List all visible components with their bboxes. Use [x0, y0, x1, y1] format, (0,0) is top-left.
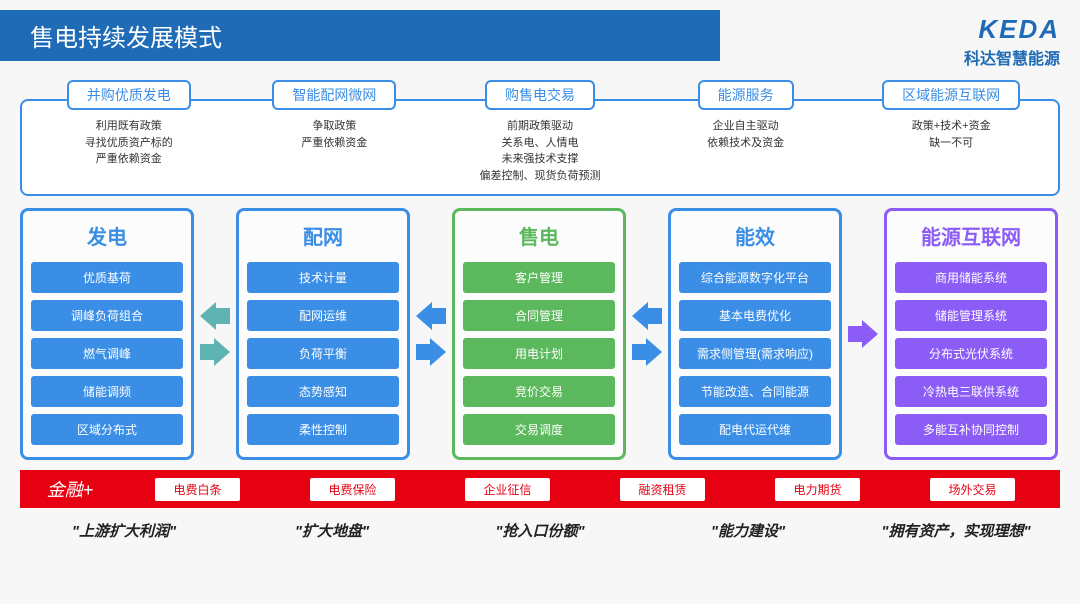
top-cell-1: 智能配网微网争取政策严重依赖资金 — [232, 107, 438, 184]
column-item: 优质基荷 — [31, 262, 183, 293]
header: 售电持续发展模式 KEDA 科达智慧能源 — [0, 0, 1080, 69]
column-item: 配网运维 — [247, 300, 399, 331]
page-title: 售电持续发展模式 — [0, 10, 720, 61]
column-3: 能效综合能源数字化平台基本电费优化需求侧管理(需求响应) 节能改造、合同能源配电代… — [668, 208, 842, 460]
column-item: 商用储能系统 — [895, 262, 1047, 293]
column-item: 柔性控制 — [247, 414, 399, 445]
column-2: 售电客户管理合同管理用电计划竞价交易交易调度 — [452, 208, 626, 460]
column-item: 交易调度 — [463, 414, 615, 445]
finance-item: 场外交易 — [929, 477, 1015, 502]
top-cell-desc: 政策+技术+资金缺一不可 — [854, 118, 1048, 151]
top-cell-desc: 利用既有政策寻找优质资产标的严重依赖资金 — [32, 118, 226, 168]
top-cell-4: 区域能源互联网政策+技术+资金缺一不可 — [848, 107, 1054, 184]
column-item: 技术计量 — [247, 262, 399, 293]
arrow-right-icon — [416, 338, 446, 366]
column-item: 基本电费优化 — [679, 300, 831, 331]
column-item: 储能管理系统 — [895, 300, 1047, 331]
column-4: 能源互联网商用储能系统储能管理系统分布式光伏系统冷热电三联供系统多能互补协同控制 — [884, 208, 1058, 460]
arrow-gap-2 — [626, 208, 668, 460]
column-item: 分布式光伏系统 — [895, 338, 1047, 369]
finance-item: 企业征信 — [464, 477, 550, 502]
logo: KEDA 科达智慧能源 — [964, 10, 1060, 69]
column-title: 配网 — [247, 219, 399, 252]
column-item: 冷热电三联供系统 — [895, 376, 1047, 407]
main-columns-row: 发电优质基荷调峰负荷组合燃气调峰储能调频区域分布式配网技术计量配网运维负荷平衡态… — [20, 208, 1060, 460]
arrow-left-icon — [416, 302, 446, 330]
logo-sub: 科达智慧能源 — [964, 45, 1060, 69]
finance-label: 金融+ — [30, 476, 110, 502]
top-cell-desc: 争取政策严重依赖资金 — [238, 118, 432, 151]
column-1: 配网技术计量配网运维负荷平衡态势感知柔性控制 — [236, 208, 410, 460]
column-item: 调峰负荷组合 — [31, 300, 183, 331]
top-cell-desc: 前期政策驱动关系电、人情电未来强技术支撑偏差控制、现货负荷预测 — [443, 118, 637, 184]
finance-item: 电力期货 — [774, 477, 860, 502]
bottom-quote: "上游扩大利润" — [20, 520, 228, 541]
finance-item: 电费保险 — [309, 477, 395, 502]
finance-bar: 金融+ 电费白条 电费保险 企业征信 融资租赁 电力期货 场外交易 — [20, 470, 1060, 508]
top-cell-3: 能源服务企业自主驱动依赖技术及资金 — [643, 107, 849, 184]
bottom-quote: "拥有资产，实现理想" — [852, 520, 1060, 541]
top-cell-title: 购售电交易 — [485, 80, 595, 110]
column-item: 需求侧管理(需求响应) — [679, 338, 831, 369]
finance-items: 电费白条 电费保险 企业征信 融资租赁 电力期货 场外交易 — [120, 477, 1050, 502]
column-item: 节能改造、合同能源 — [679, 376, 831, 407]
top-cell-0: 并购优质发电利用既有政策寻找优质资产标的严重依赖资金 — [26, 107, 232, 184]
column-title: 售电 — [463, 219, 615, 252]
arrow-right-icon — [632, 338, 662, 366]
bottom-quote: "扩大地盘" — [228, 520, 436, 541]
column-item: 综合能源数字化平台 — [679, 262, 831, 293]
bottom-quote: "抢入口份额" — [436, 520, 644, 541]
column-item: 态势感知 — [247, 376, 399, 407]
top-cell-title: 能源服务 — [698, 80, 794, 110]
bottom-quotes-row: "上游扩大利润""扩大地盘""抢入口份额""能力建设""拥有资产，实现理想" — [20, 520, 1060, 541]
column-0: 发电优质基荷调峰负荷组合燃气调峰储能调频区域分布式 — [20, 208, 194, 460]
column-title: 能效 — [679, 219, 831, 252]
column-item: 储能调频 — [31, 376, 183, 407]
column-item: 竞价交易 — [463, 376, 615, 407]
column-item: 多能互补协同控制 — [895, 414, 1047, 445]
column-item: 区域分布式 — [31, 414, 183, 445]
finance-item: 电费白条 — [154, 477, 240, 502]
finance-item: 融资租赁 — [619, 477, 705, 502]
top-cell-title: 区域能源互联网 — [882, 80, 1020, 110]
bottom-quote: "能力建设" — [644, 520, 852, 541]
top-cell-title: 并购优质发电 — [67, 80, 191, 110]
column-item: 配电代运代维 — [679, 414, 831, 445]
arrow-gap-3 — [842, 208, 884, 460]
top-cell-title: 智能配网微网 — [272, 80, 396, 110]
top-strategy-row: 并购优质发电利用既有政策寻找优质资产标的严重依赖资金智能配网微网争取政策严重依赖… — [20, 99, 1060, 196]
column-item: 客户管理 — [463, 262, 615, 293]
column-title: 发电 — [31, 219, 183, 252]
arrow-gap-0 — [194, 208, 236, 460]
arrow-left-icon — [632, 302, 662, 330]
arrow-gap-1 — [410, 208, 452, 460]
logo-main: KEDA — [964, 14, 1060, 45]
top-cell-2: 购售电交易前期政策驱动关系电、人情电未来强技术支撑偏差控制、现货负荷预测 — [437, 107, 643, 184]
top-cell-desc: 企业自主驱动依赖技术及资金 — [649, 118, 843, 151]
column-item: 用电计划 — [463, 338, 615, 369]
column-item: 合同管理 — [463, 300, 615, 331]
column-item: 负荷平衡 — [247, 338, 399, 369]
column-title: 能源互联网 — [895, 219, 1047, 252]
column-item: 燃气调峰 — [31, 338, 183, 369]
arrow-right-icon — [848, 320, 878, 348]
arrow-right-icon — [200, 338, 230, 366]
arrow-left-icon — [200, 302, 230, 330]
